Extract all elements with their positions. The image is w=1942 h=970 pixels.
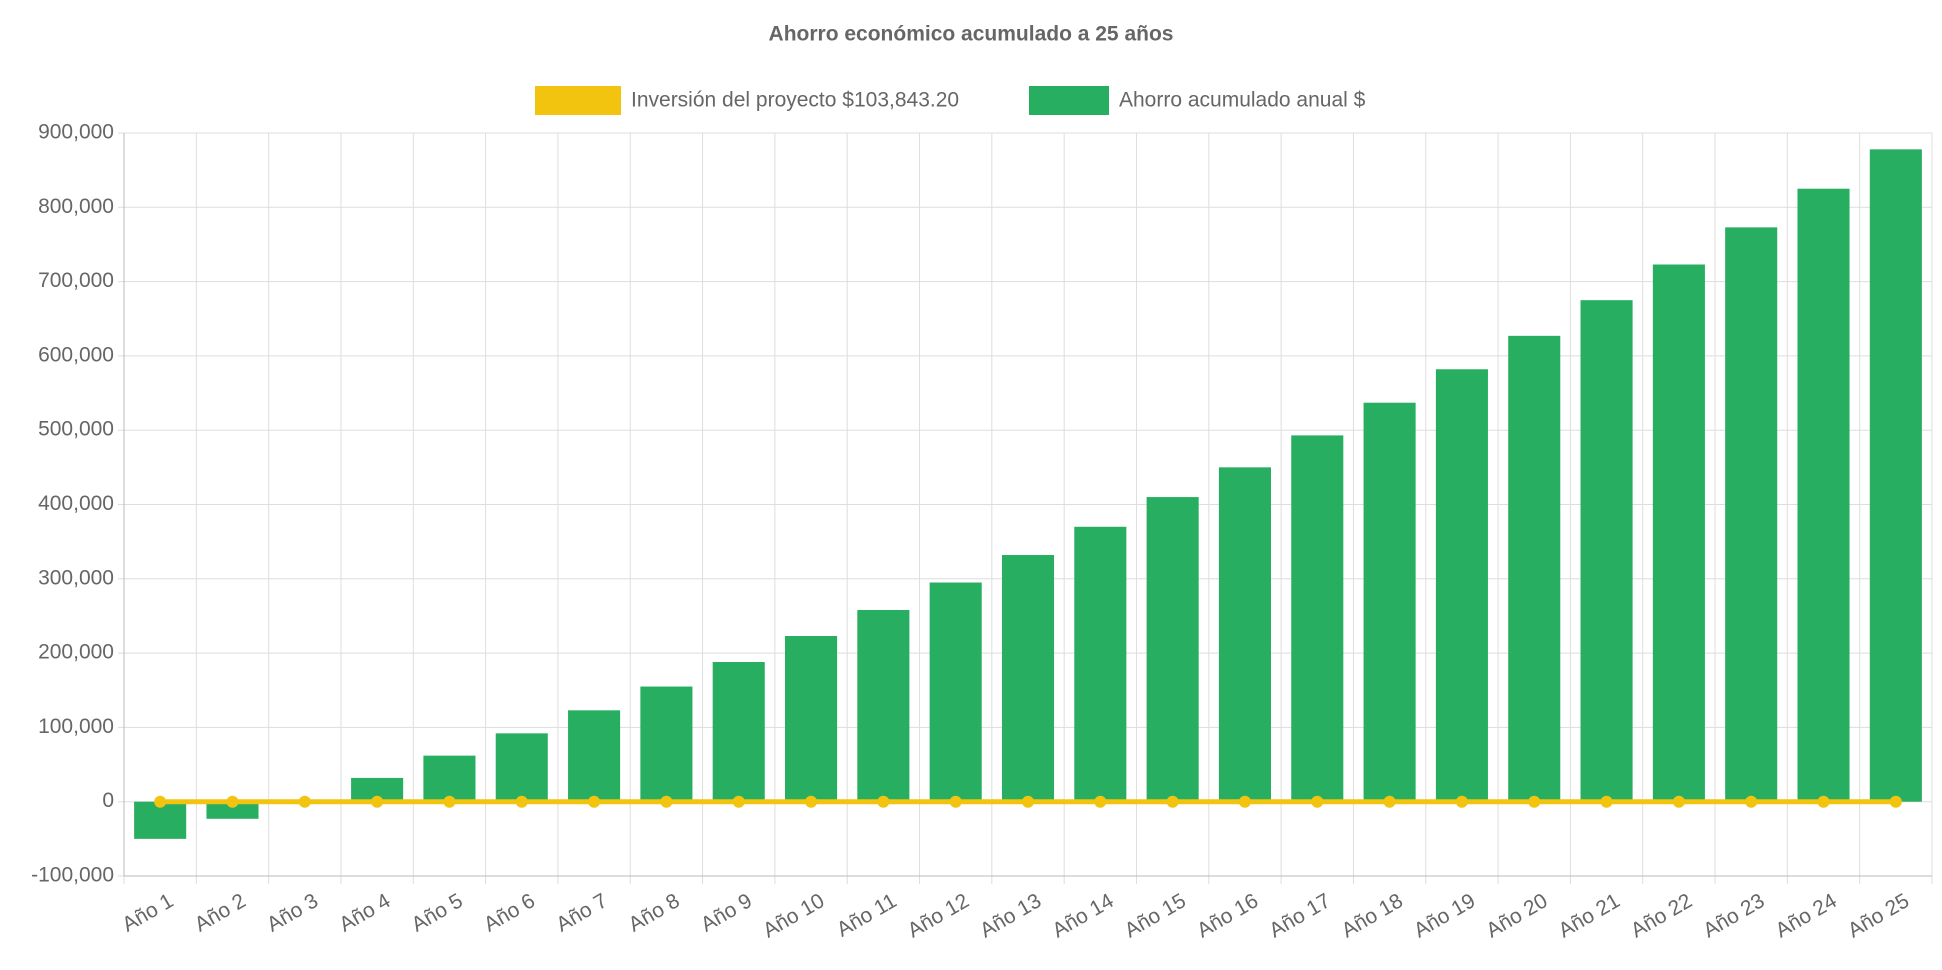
x-tick-label: Año 19 bbox=[1410, 889, 1479, 942]
bar bbox=[640, 686, 693, 802]
bar bbox=[1869, 149, 1922, 802]
line-point bbox=[298, 795, 311, 808]
y-tick-label: 400,000 bbox=[38, 492, 114, 515]
legend-swatch bbox=[535, 86, 621, 115]
line-point bbox=[1600, 795, 1613, 808]
line-point bbox=[226, 795, 239, 808]
y-tick-label: 100,000 bbox=[38, 715, 114, 738]
bar bbox=[495, 733, 548, 802]
line-point bbox=[1166, 795, 1179, 808]
x-tick-label: Año 22 bbox=[1627, 889, 1696, 942]
bar bbox=[134, 801, 187, 839]
x-tick-label: Año 7 bbox=[552, 889, 611, 936]
x-tick-label: Año 3 bbox=[263, 889, 322, 936]
x-tick-label: Año 17 bbox=[1265, 889, 1334, 942]
bar bbox=[1363, 402, 1416, 802]
y-tick-label: 700,000 bbox=[38, 269, 114, 292]
line-point bbox=[1094, 795, 1107, 808]
line-point bbox=[1817, 795, 1830, 808]
x-tick-label: Año 10 bbox=[759, 889, 828, 942]
bar bbox=[1435, 369, 1488, 802]
x-tick-label: Año 18 bbox=[1338, 889, 1407, 942]
bar bbox=[857, 610, 910, 802]
y-tick-label: 300,000 bbox=[38, 566, 114, 589]
x-tick-label: Año 13 bbox=[976, 889, 1045, 942]
x-tick-label: Año 25 bbox=[1844, 889, 1913, 942]
x-tick-label: Año 20 bbox=[1482, 889, 1551, 942]
bar bbox=[785, 636, 838, 802]
y-tick-label: 800,000 bbox=[38, 195, 114, 218]
line-point bbox=[1311, 795, 1324, 808]
x-tick-label: Año 9 bbox=[697, 889, 756, 936]
x-tick-label: Año 5 bbox=[408, 889, 467, 936]
legend-label: Inversión del proyecto $103,843.20 bbox=[631, 89, 959, 112]
bar bbox=[423, 755, 476, 802]
line-point bbox=[1238, 795, 1251, 808]
line-point bbox=[371, 795, 384, 808]
bar bbox=[1797, 188, 1850, 802]
line-point bbox=[1745, 795, 1758, 808]
x-tick-label: Año 6 bbox=[480, 889, 539, 936]
x-tick-label: Año 4 bbox=[335, 889, 394, 937]
x-tick-label: Año 14 bbox=[1048, 889, 1117, 942]
bar bbox=[568, 710, 621, 802]
x-tick-label: Año 15 bbox=[1121, 889, 1190, 942]
line-point bbox=[588, 795, 601, 808]
bar bbox=[1725, 227, 1778, 802]
y-tick-label: 0 bbox=[102, 789, 114, 812]
x-tick-label: Año 16 bbox=[1193, 889, 1262, 942]
line-point bbox=[660, 795, 673, 808]
line-point bbox=[805, 795, 818, 808]
line-point bbox=[732, 795, 745, 808]
bar bbox=[206, 801, 259, 819]
bar bbox=[712, 662, 765, 802]
line-point bbox=[1672, 795, 1685, 808]
line-point bbox=[1889, 795, 1902, 808]
x-tick-label: Año 11 bbox=[833, 889, 901, 941]
bar bbox=[1001, 555, 1055, 802]
line-point bbox=[443, 795, 456, 808]
x-tick-label: Año 21 bbox=[1555, 889, 1624, 942]
y-tick-label: 200,000 bbox=[38, 641, 114, 664]
line-point bbox=[1528, 795, 1541, 808]
y-tick-label: 500,000 bbox=[38, 418, 114, 441]
line-point bbox=[1383, 795, 1396, 808]
chart-title: Ahorro económico acumulado a 25 años bbox=[769, 23, 1174, 46]
line-point bbox=[877, 795, 890, 808]
line-point bbox=[154, 795, 167, 808]
bar bbox=[1652, 264, 1705, 802]
y-tick-label: 600,000 bbox=[38, 343, 114, 366]
line-point bbox=[1455, 795, 1468, 808]
legend-swatch bbox=[1029, 86, 1109, 115]
bar bbox=[1291, 435, 1344, 802]
x-tick-label: Año 24 bbox=[1772, 889, 1841, 942]
bar bbox=[1218, 467, 1271, 802]
line-point bbox=[949, 795, 962, 808]
y-tick-label: 900,000 bbox=[38, 121, 114, 144]
legend-label: Ahorro acumulado anual $ bbox=[1119, 89, 1366, 112]
bar bbox=[1580, 300, 1633, 802]
line-point bbox=[1022, 795, 1034, 808]
bar bbox=[929, 582, 982, 802]
x-tick-label: Año 8 bbox=[625, 889, 684, 936]
bar bbox=[1146, 497, 1199, 802]
y-tick-label: -100,000 bbox=[31, 864, 114, 887]
bar bbox=[1508, 335, 1561, 802]
x-tick-label: Año 23 bbox=[1699, 889, 1768, 942]
bar bbox=[351, 777, 404, 802]
x-tick-label: Año 1 bbox=[118, 889, 177, 936]
line-point bbox=[515, 795, 528, 808]
x-tick-label: Año 12 bbox=[904, 889, 973, 942]
bar bbox=[1074, 526, 1127, 802]
x-tick-label: Año 2 bbox=[191, 889, 250, 936]
